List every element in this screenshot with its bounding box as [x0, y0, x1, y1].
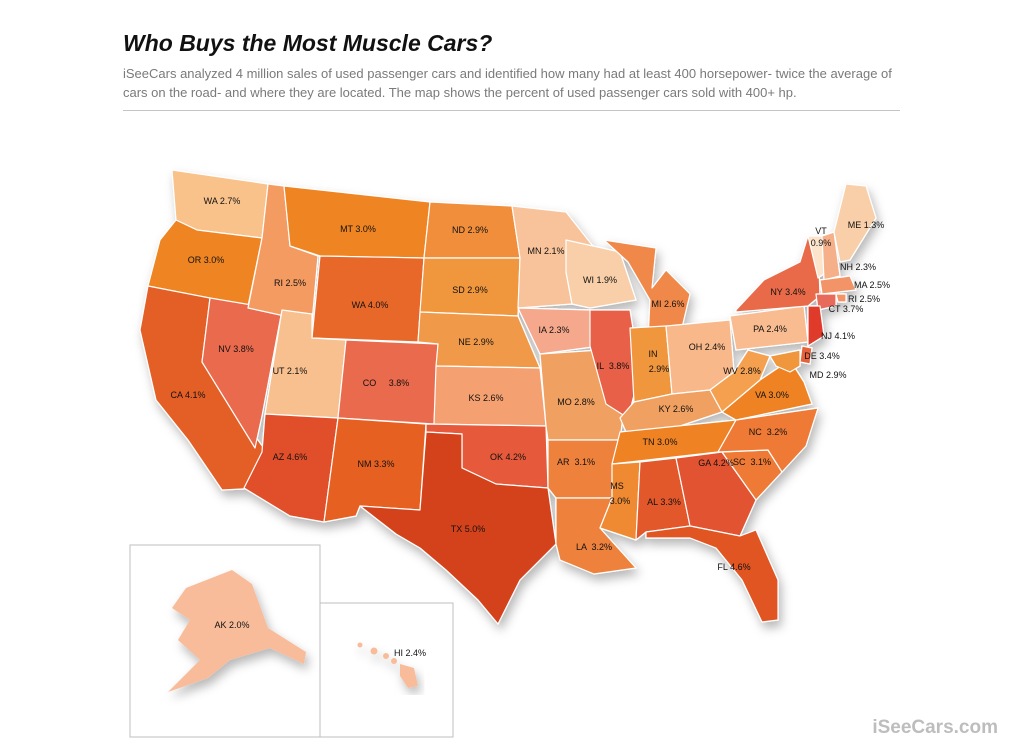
- state-label-ct: CT 3.7%: [829, 304, 864, 314]
- state-label-nm: NM 3.3%: [357, 459, 394, 469]
- state-label-ky: KY 2.6%: [659, 404, 694, 414]
- state-label-al: AL 3.3%: [647, 497, 681, 507]
- state-label-ny: NY 3.4%: [770, 287, 805, 297]
- state-label-in: IN: [649, 349, 658, 359]
- state-label-vt2: 0.9%: [811, 238, 832, 248]
- hawaii-inset-frame: [319, 602, 454, 738]
- state-nj[interactable]: [807, 305, 825, 347]
- state-label-la: LA 3.2%: [576, 542, 612, 552]
- state-label-ms: MS: [610, 481, 624, 491]
- state-label-nj: NJ 4.1%: [821, 331, 855, 341]
- state-label-ks: KS 2.6%: [468, 393, 503, 403]
- page-subtitle: iSeeCars analyzed 4 million sales of use…: [123, 66, 892, 100]
- state-label-ak: AK 2.0%: [214, 620, 249, 630]
- state-hi[interactable]: [357, 642, 419, 689]
- state-mi[interactable]: [603, 239, 691, 341]
- state-label-wa: WA 2.7%: [204, 196, 241, 206]
- brand-logo-text: iSeeCars.com: [872, 717, 998, 738]
- state-label-wv: WV 2.8%: [723, 366, 761, 376]
- state-label-nc: NC 3.2%: [749, 427, 788, 437]
- state-ga[interactable]: [675, 451, 757, 537]
- state-label-ms2: 3.0%: [610, 496, 631, 506]
- state-label-nd: ND 2.9%: [452, 225, 488, 235]
- state-label-oh: OH 2.4%: [689, 342, 726, 352]
- state-label-sd: SD 2.9%: [452, 285, 488, 295]
- header-divider: [123, 110, 900, 111]
- state-de[interactable]: [799, 345, 813, 365]
- state-ak[interactable]: [168, 570, 306, 692]
- state-label-nv: NV 3.8%: [218, 344, 254, 354]
- state-label-md: MD 2.9%: [809, 370, 846, 380]
- state-label-mi: MI 2.6%: [651, 299, 684, 309]
- state-label-sc: SC 3.1%: [733, 457, 771, 467]
- state-ny[interactable]: [735, 235, 821, 313]
- state-label-vt: VT: [815, 226, 827, 236]
- state-label-tn: TN 3.0%: [642, 437, 677, 447]
- state-ct[interactable]: [815, 293, 837, 311]
- state-label-mt: MT 3.0%: [340, 224, 376, 234]
- state-label-ia: IA 2.3%: [538, 325, 569, 335]
- state-label-ca: CA 4.1%: [170, 390, 205, 400]
- state-label-pa: PA 2.4%: [753, 324, 787, 334]
- state-md[interactable]: [769, 349, 801, 373]
- page-title: Who Buys the Most Muscle Cars?: [123, 30, 493, 56]
- state-label-nh: NH 2.3%: [840, 262, 876, 272]
- state-label-va: VA 3.0%: [755, 390, 789, 400]
- state-label-ri: RI 2.5%: [848, 294, 880, 304]
- state-label-ut: UT 2.1%: [273, 366, 308, 376]
- state-label-id: RI 2.5%: [274, 278, 306, 288]
- state-mt[interactable]: [283, 185, 431, 259]
- state-me[interactable]: [833, 183, 877, 263]
- state-label-tx: TX 5.0%: [451, 524, 486, 534]
- state-ma[interactable]: [819, 275, 857, 295]
- state-wy[interactable]: [311, 255, 425, 343]
- state-ms[interactable]: [599, 461, 641, 541]
- state-label-ga: GA 4.2%: [698, 458, 734, 468]
- state-label-fl: FL 4.6%: [717, 562, 750, 572]
- state-label-ok: OK 4.2%: [490, 452, 526, 462]
- state-label-az: AZ 4.6%: [273, 452, 308, 462]
- state-tx[interactable]: [359, 431, 557, 625]
- state-label-hi: HI 2.4%: [394, 648, 426, 658]
- state-label-co: CO 3.8%: [363, 378, 410, 388]
- state-label-de: DE 3.4%: [804, 351, 840, 361]
- state-nh[interactable]: [821, 231, 841, 281]
- state-label-ar: AR 3.1%: [557, 457, 595, 467]
- state-label-mo: MO 2.8%: [557, 397, 595, 407]
- state-label-me: ME 1.3%: [848, 220, 885, 230]
- state-label-ma: MA 2.5%: [854, 280, 890, 290]
- state-label-wy: WA 4.0%: [352, 300, 389, 310]
- state-label-wi: WI 1.9%: [583, 275, 617, 285]
- state-ri[interactable]: [835, 293, 847, 303]
- state-label-or: OR 3.0%: [188, 255, 225, 265]
- state-label-il: IL 3.8%: [597, 361, 630, 371]
- state-fl[interactable]: [645, 525, 779, 623]
- state-label-ne: NE 2.9%: [458, 337, 494, 347]
- state-nc[interactable]: [717, 407, 819, 473]
- state-ar[interactable]: [547, 439, 621, 499]
- state-label-mn: MN 2.1%: [527, 246, 564, 256]
- state-label-in2: 2.9%: [649, 364, 670, 374]
